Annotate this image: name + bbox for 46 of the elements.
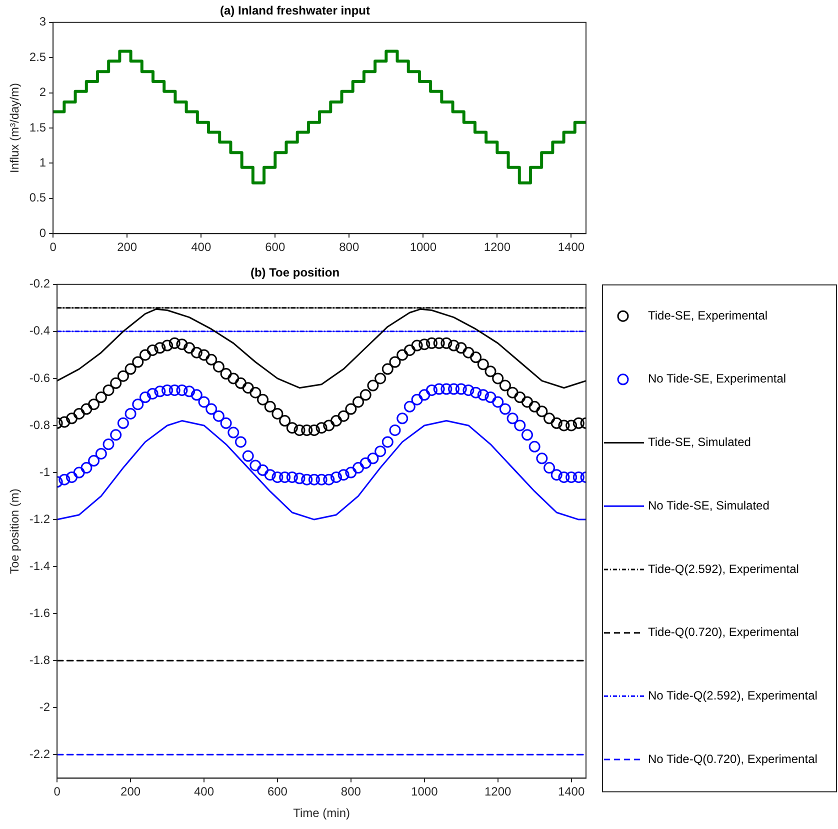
x-tick-label: 1400 [558,784,585,799]
y-tick-label: 2.5 [29,50,46,64]
x-tick-label: 1000 [410,240,437,254]
legend-label: No Tide-Q(2.592), Experimental [648,688,818,702]
y-axis-title: Influx (m³/day/m) [8,82,22,174]
y-tick-label: -1.8 [29,652,50,667]
y-tick-label: 2 [39,85,46,100]
y-tick-label: -0.8 [29,418,50,432]
y-tick-label: 0.5 [29,190,46,205]
x-tick-label: 800 [339,240,360,254]
x-tick-label: 400 [191,240,212,254]
y-tick-label: -0.2 [29,276,50,291]
y-axis-title: Toe position (m) [8,488,22,574]
legend-label: No Tide-SE, Simulated [648,498,770,512]
chart-title: (a) Inland freshwater input [220,4,370,18]
x-tick-label: 0 [54,784,61,799]
legend-label: Tide-Q(2.592), Experimental [648,562,799,576]
y-tick-label: -0.6 [29,370,50,385]
x-tick-label: 400 [194,784,214,799]
x-tick-label: 1000 [411,784,438,799]
x-axis-title: Time (min) [293,806,350,820]
x-tick-label: 600 [265,240,286,254]
x-tick-label: 1400 [558,240,585,254]
legend-label: Tide-SE, Experimental [648,308,768,322]
y-tick-label: -2 [39,700,50,714]
legend-label: Tide-SE, Simulated [648,435,751,450]
y-tick-label: -1 [39,464,50,479]
x-tick-label: 1200 [484,240,511,254]
legend-label: No Tide-Q(0.720), Experimental [648,752,818,766]
legend-label: No Tide-SE, Experimental [648,372,786,386]
y-tick-label: -1.2 [29,512,50,526]
y-tick-label: -2.2 [29,747,50,761]
chart-title: (b) Toe position [250,266,340,280]
y-tick-label: -1.6 [29,606,50,620]
x-tick-label: 800 [340,784,362,799]
x-tick-label: 600 [267,784,288,799]
x-tick-label: 200 [117,240,138,254]
y-tick-label: -1.4 [29,558,50,573]
y-tick-label: 1.5 [29,120,46,134]
x-tick-label: 1200 [484,784,512,799]
x-tick-label: 200 [120,784,141,799]
y-tick-label: -0.4 [29,324,50,338]
y-tick-label: 1 [39,156,46,170]
legend-label: Tide-Q(0.720), Experimental [648,625,799,640]
y-tick-label: 0 [39,226,46,240]
y-tick-label: 3 [39,14,46,29]
